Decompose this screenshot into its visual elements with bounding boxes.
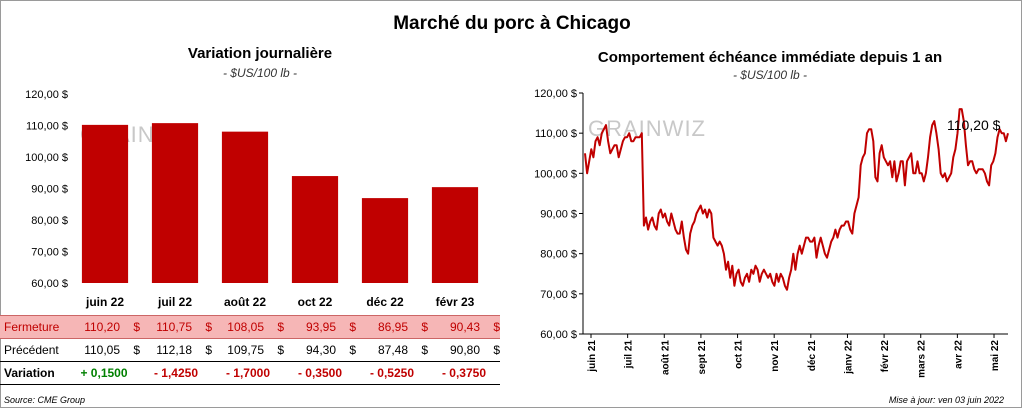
price-line (584, 108, 1009, 291)
table-cell: 110,20 $ (68, 315, 140, 339)
y-tick-label: 70,00 $ (540, 289, 577, 301)
table-cell: 109,75 $ (212, 338, 284, 362)
row-label: Précédent (0, 338, 68, 362)
x-tick-label: août 22 (224, 295, 266, 309)
table-cell: 110,05 $ (68, 338, 140, 362)
update-note: Mise à jour: ven 03 juin 2022 (888, 395, 1004, 405)
x-tick-label: oct 21 (734, 340, 745, 369)
y-tick-label: 110,00 $ (535, 128, 577, 140)
variation-cell: - 0,5250 (356, 361, 428, 385)
bar (291, 176, 339, 283)
line-chart-title: Comportement échéance immédiate depuis 1… (597, 49, 943, 66)
table-cell: 87,48 $ (356, 338, 428, 362)
table-cell: 94,30 $ (284, 338, 356, 362)
previous-row: Précédent 110,05 $ 112,18 $ 109,75 $ 94,30 $… (0, 338, 500, 362)
x-tick-label: juin 21 (587, 340, 598, 373)
variation-cell: - 1,7000 (212, 361, 284, 385)
variation-cell: - 1,4250 (140, 361, 212, 385)
bar (151, 123, 199, 283)
bar (361, 198, 409, 283)
y-tick-label: 70,00 $ (31, 247, 68, 259)
table-cell: 86,95 $ (356, 315, 428, 339)
bar (221, 131, 269, 283)
y-tick-label: 100,00 $ (25, 152, 68, 164)
x-tick-label: mai 22 (990, 340, 1001, 372)
table-cell: 93,95 $ (284, 315, 356, 339)
y-tick-label: 80,00 $ (31, 215, 68, 227)
x-tick-label: févr 22 (880, 340, 891, 373)
bar (431, 187, 479, 283)
y-tick-label: 60,00 $ (31, 278, 68, 290)
x-tick-label: mars 22 (917, 340, 928, 378)
table-cell: 110,75 $ (140, 315, 212, 339)
x-tick-label: avr 22 (953, 340, 964, 369)
y-tick-label: 110,00 $ (26, 121, 68, 133)
x-tick-label: janv 22 (843, 340, 854, 375)
price-table: Fermeture 110,20 $ 110,75 $ 108,05 $ 93,95 $… (0, 315, 500, 385)
table-cell: 112,18 $ (140, 338, 212, 362)
line-chart: GRAINWIZ 60,00 $70,00 $80,00 $90,00 $100… (534, 88, 1009, 378)
y-tick-label: 100,00 $ (534, 168, 577, 180)
y-tick-label: 120,00 $ (25, 89, 68, 101)
x-tick-label: août 21 (660, 340, 671, 375)
x-tick-label: juin 22 (85, 295, 124, 309)
y-tick-label: 90,00 $ (31, 184, 68, 196)
y-tick-label: 120,00 $ (534, 88, 577, 100)
last-value-label: 110,20 $ (947, 117, 1001, 133)
main-title: Marché du porc à Chicago (393, 13, 631, 34)
y-tick-label: 80,00 $ (540, 249, 577, 261)
x-tick-label: oct 22 (298, 295, 333, 309)
row-label: Variation (0, 361, 68, 385)
row-label: Fermeture (0, 315, 68, 339)
line-chart-subtitle: - $US/100 lb - (732, 68, 808, 82)
variation-cell: - 0,3500 (284, 361, 356, 385)
y-tick-label: 60,00 $ (540, 329, 577, 341)
close-row: Fermeture 110,20 $ 110,75 $ 108,05 $ 93,95 $… (0, 315, 500, 339)
table-cell: 90,80 $ (428, 338, 500, 362)
bar (81, 124, 129, 284)
x-tick-label: déc 22 (366, 295, 404, 309)
x-tick-label: déc 21 (807, 340, 818, 372)
bar-chart: GRAINWIZ 60,00 $70,00 $80,00 $90,00 $100… (25, 89, 479, 309)
x-tick-label: nov 21 (770, 340, 781, 372)
bar-chart-subtitle: - $US/100 lb - (222, 66, 298, 80)
bar-chart-title: Variation journalière (187, 45, 333, 62)
y-tick-label: 90,00 $ (540, 209, 577, 221)
table-cell: 90,43 $ (428, 315, 500, 339)
variation-cell: + 0,1500 (68, 361, 140, 385)
x-tick-label: juil 22 (157, 295, 192, 309)
table-cell: 108,05 $ (212, 315, 284, 339)
x-tick-label: févr 23 (436, 295, 475, 309)
x-tick-label: sept 21 (697, 340, 708, 375)
x-tick-label: juil 21 (624, 340, 635, 370)
variation-row: Variation + 0,1500 - 1,4250 - 1,7000 - 0… (0, 361, 500, 385)
source-note: Source: CME Group (4, 395, 86, 405)
variation-cell: - 0,3750 (428, 361, 500, 385)
